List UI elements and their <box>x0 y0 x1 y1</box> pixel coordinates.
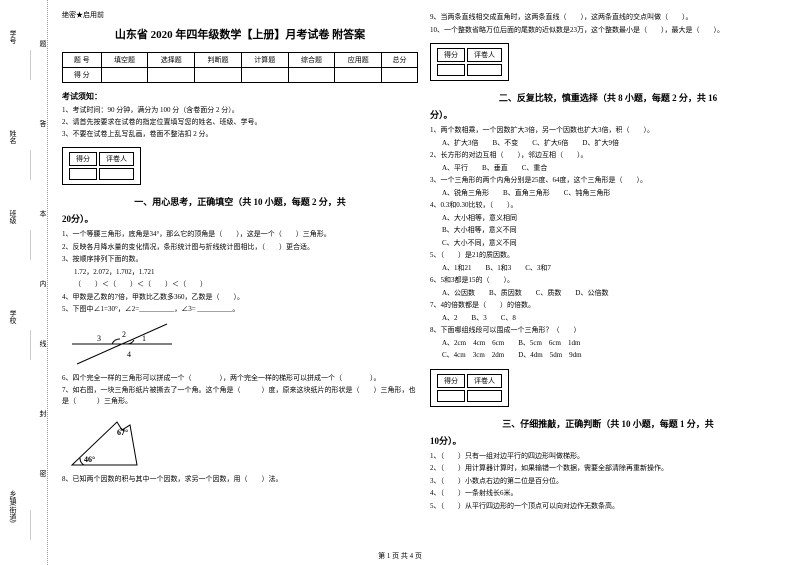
q7: 7、如右图，一块三角形纸片被撕去了一个角。这个角是（ ）度，原来这块纸片的形状是… <box>62 385 418 406</box>
svg-text:46°: 46° <box>84 455 95 464</box>
s2q1o: A、扩大3倍 B、不变 C、扩大6倍 D、扩大9倍 <box>430 138 786 149</box>
q3a: 1.72，2.072，1.702，1.721 <box>62 267 418 278</box>
q5: 5、下图中∠1=30°，∠2=__________，∠3= __________… <box>62 304 418 315</box>
s2q8o: A、2cm 4cm 6cm B、5cm 6cm 1dm <box>430 338 786 349</box>
s3q4: 4、（ ）一条射线长6米。 <box>430 488 786 499</box>
s3q5: 5、（ ）从平行四边形的一个顶点可以向对边作无数条高。 <box>430 501 786 512</box>
s2q4a: A、大小相等，意义相同 <box>430 213 786 224</box>
score-box: 得分评卷人 <box>62 147 141 185</box>
th: 应用题 <box>335 53 382 68</box>
table-row: 得 分 <box>63 68 418 83</box>
bind-5: 封 <box>38 410 48 417</box>
q4: 4、甲数是乙数的7倍，甲数比乙数多360，乙数是（ ）。 <box>62 292 418 303</box>
q8: 8、已知两个因数的积与其中一个因数，求另一个因数，用（ ）法。 <box>62 474 418 485</box>
line <box>30 150 31 180</box>
s3q2: 2、（ ）用计算器计算时，如果输错一个数据，需要全部清除再重新操作。 <box>430 463 786 474</box>
s2q7o: A、2 B、3 C、8 <box>430 313 786 324</box>
s2q2o: A、平行 B、垂直 C、重合 <box>430 163 786 174</box>
score-box: 得分评卷人 <box>430 43 509 81</box>
table-row: 题 号 填空题 选择题 判断题 计算题 综合题 应用题 总分 <box>63 53 418 68</box>
score-box: 得分评卷人 <box>430 369 509 407</box>
svg-text:3: 3 <box>97 334 101 343</box>
s2q6o: A、公因数 B、质因数 C、质数 D、公倍数 <box>430 288 786 299</box>
s2q6: 6、5和3都是15的（ ）。 <box>430 275 786 286</box>
left-column: 绝密★启用前 山东省 2020 年四年级数学【上册】月考试卷 附答案 题 号 填… <box>56 10 424 555</box>
s2q5o: A、1和21 B、1和3 C、3和7 <box>430 263 786 274</box>
s2q8o2: C、4cm 3cm 2dm D、4dm 5dm 9dm <box>430 350 786 361</box>
line <box>30 50 31 80</box>
score-label: 得 分 <box>63 68 102 83</box>
q2: 2、反映各月降水量的变化情况，条形统计图与折线统计图相比，（ ）更合适。 <box>62 242 418 253</box>
s3q3: 3、（ ）小数点右边的第二位是百分位。 <box>430 476 786 487</box>
label-district: 乡镇(街道) <box>8 490 18 523</box>
section3-title: 三、仔细推敲，正确判断（共 10 小题，每题 1 分，共 <box>430 417 786 430</box>
s2q7: 7、4的倍数都是（ ）的倍数。 <box>430 300 786 311</box>
s2q8: 8、下面哪组线段可以围成一个三角形？（ ） <box>430 325 786 336</box>
svg-text:2: 2 <box>122 330 126 339</box>
th: 计算题 <box>241 53 288 68</box>
q6: 6、四个完全一样的三角形可以拼成一个（ ），两个完全一样的梯形可以拼成一个（ ）… <box>62 373 418 384</box>
angle-diagram: 3 2 1 4 <box>62 319 182 369</box>
th: 判断题 <box>195 53 242 68</box>
section2-title: 二、反复比较，慎重选择（共 8 小题，每题 2 分，共 16 <box>430 91 786 104</box>
section3-cont: 10分）。 <box>430 434 786 447</box>
notice-title: 考试须知： <box>62 91 418 102</box>
th: 总分 <box>382 53 418 68</box>
bind-1: 答 <box>38 120 48 127</box>
section2-cont: 分）。 <box>430 108 786 121</box>
q10: 10、一个整数省略万位后面的尾数的近似数是23万，这个整数最小是（ ），最大是（… <box>430 25 786 36</box>
content: 绝密★启用前 山东省 2020 年四年级数学【上册】月考试卷 附答案 题 号 填… <box>48 0 800 565</box>
th: 选择题 <box>148 53 195 68</box>
th: 题 号 <box>63 53 102 68</box>
section1-title: 一、用心思考，正确填空（共 10 小题，每题 2 分，共 <box>62 195 418 208</box>
bind-2: 本 <box>38 210 48 217</box>
svg-text:4: 4 <box>127 350 131 359</box>
notice-item: 3、不要在试卷上乱写乱画，卷面不整洁扣 2 分。 <box>62 130 418 140</box>
th: 填空题 <box>101 53 148 68</box>
exam-page: 学号 题 姓名 答 班级 本 内 学校 线 封 密 乡镇(街道) 绝密★启用前 … <box>0 0 800 565</box>
s2q3o: A、锐角三角形 B、直角三角形 C、钝角三角形 <box>430 188 786 199</box>
s2q3: 3、一个三角形的两个内角分别是25度、64度，这个三角形是（ ）。 <box>430 175 786 186</box>
binding-sidebar: 学号 题 姓名 答 班级 本 内 学校 线 封 密 乡镇(街道) <box>0 0 48 565</box>
section1-cont: 20分）。 <box>62 212 418 225</box>
s2q4: 4、0.3和0.30比较，（ ）。 <box>430 200 786 211</box>
bind-4: 线 <box>38 340 48 347</box>
s2q5: 5、（ ）是21的质因数。 <box>430 250 786 261</box>
triangle-diagram: 46° 67° <box>62 410 172 470</box>
s2q4b: B、大小相等，意义不同 <box>430 225 786 236</box>
label-studentid: 学号 <box>8 30 18 44</box>
bind-3: 内 <box>38 280 48 287</box>
q1: 1、一个等腰三角形，底角是34°，那么它的顶角是（ ），这是一个（ ）三角形。 <box>62 229 418 240</box>
bind-6: 密 <box>38 470 48 477</box>
notice-item: 2、请首先按要求在试卷的指定位置填写您的姓名、班级、学号。 <box>62 118 418 128</box>
line <box>30 510 31 540</box>
line <box>30 230 31 260</box>
confidential-tag: 绝密★启用前 <box>62 10 418 20</box>
page-footer: 第 1 页 共 4 页 <box>378 551 422 561</box>
q3b: （ ）＜（ ）＜（ ）＜（ ） <box>62 279 418 290</box>
s2q2: 2、长方形的对边互相（ ），邻边互相（ ）。 <box>430 150 786 161</box>
s2q1: 1、两个数相乘，一个因数扩大3倍，另一个因数也扩大3倍，积（ ）。 <box>430 125 786 136</box>
q3: 3、按顺序排列下面的数。 <box>62 254 418 265</box>
score-table: 题 号 填空题 选择题 判断题 计算题 综合题 应用题 总分 得 分 <box>62 52 418 83</box>
q9: 9、当两条直线相交成直角时，这两条直线（ ），这两条直线的交点叫做（ ）。 <box>430 12 786 23</box>
svg-text:1: 1 <box>142 334 146 343</box>
label-class: 班级 <box>8 210 18 224</box>
s2q4c: C、大小不同，意义不同 <box>430 238 786 249</box>
label-school: 学校 <box>8 310 18 324</box>
exam-title: 山东省 2020 年四年级数学【上册】月考试卷 附答案 <box>62 26 418 42</box>
bind-0: 题 <box>38 40 48 47</box>
s3q1: 1、（ ）只有一组对边平行的四边形叫做梯形。 <box>430 451 786 462</box>
line <box>30 330 31 360</box>
notice-item: 1、考试时间：90 分钟，满分为 100 分（含卷面分 2 分）。 <box>62 106 418 116</box>
th: 综合题 <box>288 53 335 68</box>
label-name: 姓名 <box>8 130 18 144</box>
right-column: 9、当两条直线相交成直角时，这两条直线（ ），这两条直线的交点叫做（ ）。 10… <box>424 10 792 555</box>
